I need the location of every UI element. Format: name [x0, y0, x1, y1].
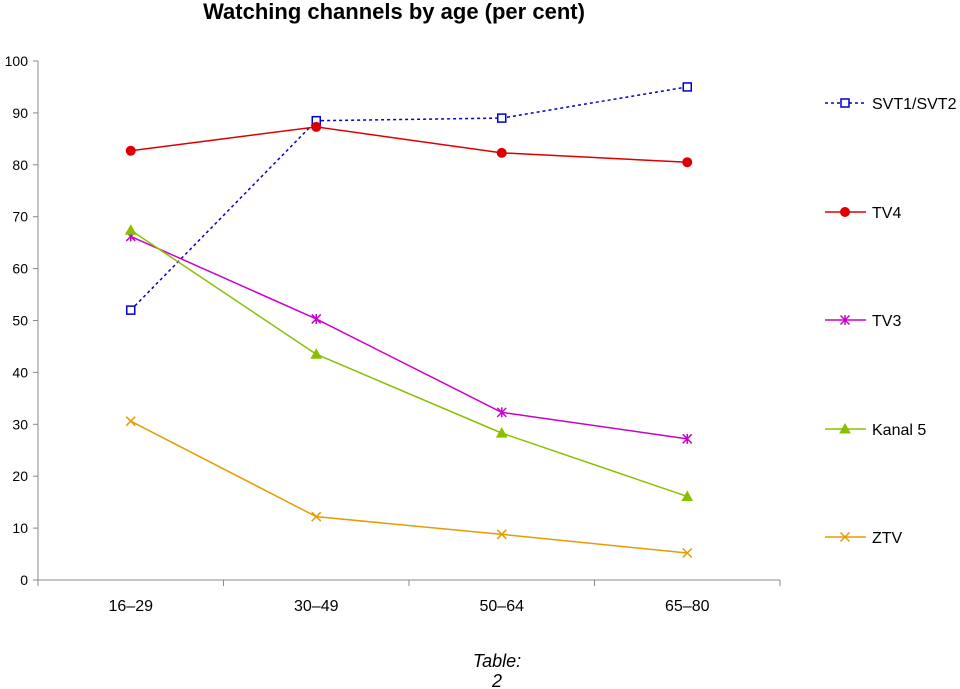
y-tick-label: 30: [12, 416, 28, 432]
legend-label: ZTV: [872, 530, 903, 547]
series-line-ztv: [130, 420, 688, 554]
y-tick-label: 20: [12, 468, 28, 484]
caption-number: 2: [491, 671, 502, 689]
y-tick-label: 80: [12, 157, 28, 173]
data-point-ztv: [311, 511, 322, 522]
data-point-kanal-5: [495, 427, 508, 438]
series-line-kanal-5: [130, 229, 688, 498]
series-kanal-5: [124, 224, 694, 501]
data-point-ztv: [682, 547, 693, 559]
data-point-tv4: [311, 121, 322, 132]
y-tick-label: 90: [12, 105, 28, 121]
data-point-kanal-5: [124, 224, 137, 235]
series-line-tv4: [130, 126, 688, 163]
data-point-kanal-5: [681, 490, 694, 501]
series-line-tv3: [130, 235, 688, 440]
legend-marker: [839, 314, 851, 326]
data-point-kanal-5: [310, 348, 323, 359]
legend-label: TV3: [872, 313, 901, 330]
x-tick-label: 50–64: [480, 598, 525, 615]
data-point-svt1-svt2: [126, 305, 136, 315]
y-tick-label: 40: [12, 364, 28, 380]
data-point-tv4: [682, 157, 693, 168]
data-point-ztv: [496, 529, 507, 540]
legend-marker: [839, 531, 851, 543]
legend-marker: [840, 207, 850, 217]
data-point-svt1-svt2: [682, 82, 692, 92]
y-tick-label: 70: [12, 209, 28, 225]
series-tv4: [125, 121, 693, 168]
data-point-tv3: [496, 407, 507, 418]
legend-marker: [840, 98, 850, 108]
series-svt1-svt2: [126, 82, 692, 315]
caption-label: Table:: [473, 651, 521, 671]
legend-item-tv4: TV4: [825, 205, 901, 222]
legend-label: Kanal 5: [872, 422, 926, 439]
y-tick-label: 60: [12, 261, 28, 277]
series-ztv: [125, 416, 693, 559]
y-tick-label: 10: [12, 520, 28, 536]
series-line-svt1-svt2: [130, 86, 688, 311]
legend-item-tv3: TV3: [825, 313, 901, 330]
data-point-tv3: [311, 313, 322, 324]
chart-legend: SVT1/SVT2 TV4 TV3 Kanal 5 ZTV: [825, 96, 957, 547]
legend-label: TV4: [872, 205, 901, 222]
x-tick-label: 65–80: [665, 598, 710, 615]
legend-label: SVT1/SVT2: [872, 96, 957, 113]
data-point-tv4: [125, 145, 136, 156]
legend-item-ztv: ZTV: [825, 530, 903, 547]
x-tick-label: 30–49: [294, 598, 339, 615]
y-tick-label: 100: [5, 53, 29, 69]
chart-axes: 0 10 20 30 40 50 60 70 80 90 100 16–29 30–49 50–64 65–…: [5, 53, 781, 615]
chart-series: [124, 82, 694, 559]
legend-item-kanal-5: Kanal 5: [825, 422, 926, 439]
legend-marker: [839, 422, 851, 434]
data-point-tv4: [496, 147, 507, 158]
legend-item-svt1-svt2: SVT1/SVT2: [825, 96, 957, 113]
y-tick-label: 50: [12, 313, 28, 329]
data-point-tv3: [682, 433, 693, 444]
data-point-ztv: [125, 416, 136, 427]
series-tv3: [125, 231, 693, 444]
y-tick-label: 0: [20, 572, 28, 588]
x-tick-label: 16–29: [109, 598, 154, 615]
data-point-svt1-svt2: [497, 113, 507, 123]
chart-title: Watching channels by age (per cent): [203, 0, 585, 24]
